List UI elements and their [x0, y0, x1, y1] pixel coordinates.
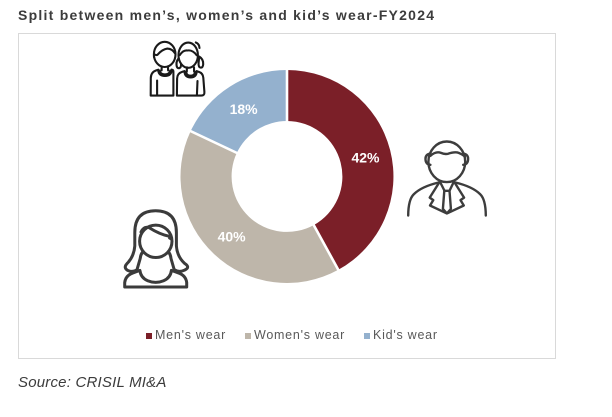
svg-text:40%: 40%: [218, 229, 247, 245]
svg-text:42%: 42%: [351, 149, 380, 165]
svg-text:18%: 18%: [230, 101, 259, 117]
